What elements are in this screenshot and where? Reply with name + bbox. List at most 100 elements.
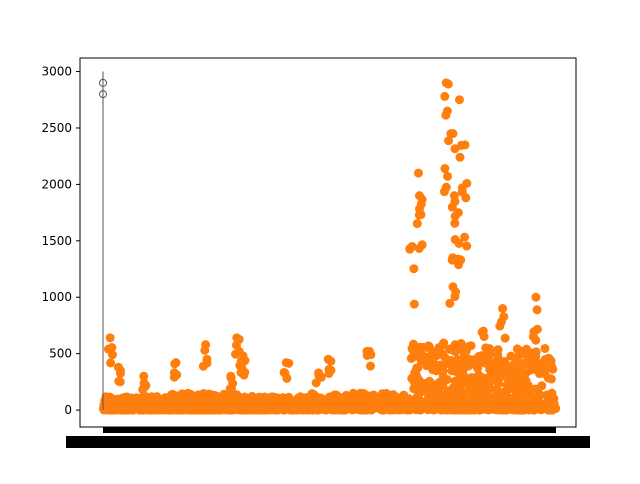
data-point (547, 388, 557, 398)
data-point (185, 398, 195, 408)
data-point (183, 405, 193, 415)
data-point (139, 405, 149, 415)
data-point (242, 396, 252, 406)
boxplot-outlier (99, 78, 107, 87)
data-point (232, 333, 242, 343)
data-point (485, 396, 495, 406)
data-point (461, 405, 471, 415)
data-point (500, 333, 510, 343)
data-point (428, 347, 438, 357)
data-point (413, 349, 423, 359)
data-point (335, 398, 345, 408)
y-tick-label: 3000 (41, 65, 72, 79)
data-point (462, 178, 472, 188)
data-point (105, 333, 115, 343)
data-point (455, 152, 465, 162)
data-point (429, 392, 439, 402)
data-point (191, 405, 201, 415)
y-tick-label: 1500 (41, 234, 72, 248)
data-point (478, 326, 488, 336)
data-point (378, 405, 388, 415)
data-point (442, 375, 452, 385)
data-point (287, 405, 297, 415)
data-point (407, 241, 417, 251)
data-point (324, 368, 334, 378)
data-point (310, 404, 320, 414)
data-point (462, 388, 472, 398)
data-point (148, 405, 158, 415)
data-point (442, 405, 452, 415)
data-point (451, 287, 461, 297)
data-point (265, 396, 275, 406)
data-point (489, 369, 499, 379)
data-point (423, 405, 433, 415)
data-point (414, 243, 424, 253)
data-point (476, 356, 486, 366)
data-point (512, 344, 522, 354)
data-point (350, 403, 360, 413)
data-point (447, 358, 457, 368)
data-point (338, 405, 348, 415)
data-point (103, 397, 113, 407)
data-point (418, 342, 428, 352)
data-point (520, 379, 530, 389)
data-point (407, 344, 417, 354)
data-point (448, 383, 458, 393)
data-point (329, 390, 339, 400)
x-tick-marks (103, 427, 556, 433)
data-point (437, 349, 447, 359)
data-point (482, 404, 492, 414)
data-point (470, 379, 480, 389)
data-point (448, 129, 458, 139)
data-point (422, 388, 432, 398)
data-point (317, 404, 327, 414)
data-point (481, 343, 491, 353)
data-point (281, 358, 291, 368)
data-point (226, 371, 236, 381)
data-point (532, 324, 542, 334)
data-point (440, 164, 450, 174)
data-point (540, 343, 550, 353)
data-point (457, 345, 467, 355)
data-point (365, 361, 375, 371)
y-axis: 0 500 1000 1500 2000 2500 3000 (41, 65, 80, 417)
data-point (502, 372, 512, 382)
data-point (241, 404, 251, 414)
data-point (323, 354, 333, 364)
data-point (309, 390, 319, 400)
data-point (314, 368, 324, 378)
data-point (413, 168, 423, 178)
data-point (499, 387, 509, 397)
data-point (368, 390, 378, 400)
data-point (406, 353, 416, 363)
data-point (409, 299, 419, 309)
data-point (464, 341, 474, 351)
boxplot-outlier (99, 90, 107, 99)
data-point (424, 354, 434, 364)
y-tick-label: 2000 (41, 177, 72, 191)
data-point (390, 391, 400, 401)
data-point (528, 405, 538, 415)
data-point (106, 358, 116, 368)
boxplot (99, 71, 107, 411)
x-axis (66, 427, 590, 448)
data-point (388, 405, 398, 415)
data-point (128, 403, 138, 413)
data-point (436, 361, 446, 371)
data-point (310, 397, 320, 407)
data-point (474, 400, 484, 410)
y-tick-label: 2500 (41, 121, 72, 135)
data-point (453, 254, 463, 264)
data-point (235, 393, 245, 403)
data-point (113, 362, 123, 372)
data-point (491, 404, 501, 414)
data-point (446, 344, 456, 354)
data-point (439, 187, 449, 197)
data-point (264, 404, 274, 414)
data-point (439, 395, 449, 405)
data-point (425, 376, 435, 386)
data-point (460, 140, 470, 150)
data-point (529, 384, 539, 394)
